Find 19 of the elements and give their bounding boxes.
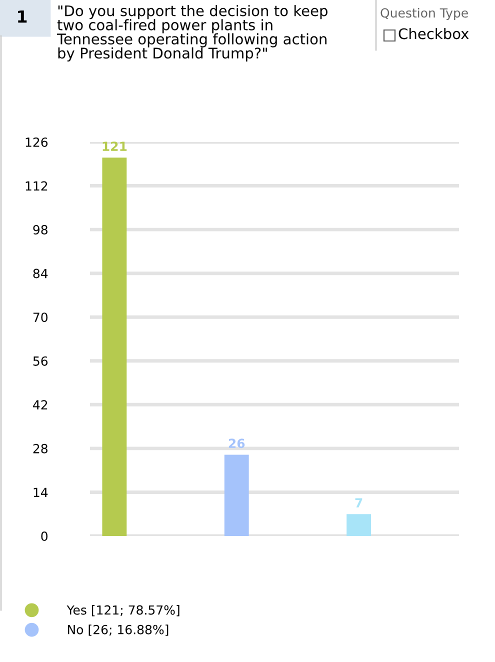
chart-title: "Do you support the decision to keep two coal-fired power plants in Tennessee operating following action by President Donald Trump?"	[56, 5, 328, 62]
text: Question Type	[380, 8, 468, 20]
y-tick-label: 98	[33, 225, 48, 234]
y-tick-label: 14	[34, 488, 48, 497]
y-tick-label: 70	[33, 312, 48, 322]
y-tick-label: 42	[33, 400, 48, 410]
text: Checkbox	[398, 28, 469, 40]
y-tick-label: 0	[41, 531, 48, 541]
y-tick-label: 56	[33, 356, 48, 366]
legend-label: Yes [121; 78.57%]	[66, 605, 180, 616]
data-label: 7	[355, 498, 362, 508]
data-label: 121	[102, 142, 127, 151]
y-tick-label: 84	[33, 268, 48, 278]
y-tick-label: 112	[26, 181, 48, 191]
y-tick-label: 126	[26, 137, 48, 147]
text: 1	[18, 10, 27, 23]
y-tick-label: 28	[33, 444, 48, 454]
legend-label: No [26; 16.88%]	[68, 624, 168, 636]
data-label: 26	[228, 438, 245, 448]
